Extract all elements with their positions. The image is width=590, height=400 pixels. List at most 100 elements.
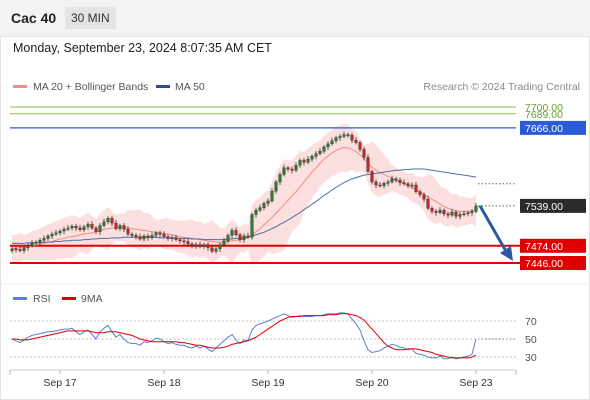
candle-body: [238, 234, 242, 240]
candle-body: [442, 210, 446, 215]
candle-body: [286, 167, 290, 170]
rsi-tick-30: 30: [525, 352, 537, 364]
candle-body: [86, 224, 90, 227]
bb-legend-label: MA 20 + Bollinger Bands: [33, 81, 148, 93]
candle-body: [282, 167, 286, 175]
candle-body: [378, 184, 382, 187]
level-label-7689.00: 7689.00: [525, 109, 563, 121]
candle-body: [226, 235, 230, 242]
x-tick-sep-20: Sep 20: [355, 377, 388, 389]
candle-body: [470, 211, 474, 213]
candle-body: [90, 224, 94, 229]
candle-body: [230, 230, 234, 236]
candle-body: [246, 235, 250, 238]
rsi-line: [11, 312, 477, 360]
candle-body: [434, 211, 438, 213]
title-bar: Cac 40 30 MIN: [0, 0, 590, 37]
candle-body: [422, 194, 426, 200]
forecast-arrow-shaft: [478, 205, 509, 254]
candle-body: [394, 178, 398, 181]
candle-body: [34, 241, 38, 244]
forecast-arrow-head: [500, 246, 513, 261]
candle-body: [82, 226, 86, 230]
candle-body: [418, 191, 422, 195]
candle-body: [450, 211, 454, 216]
candle-body: [322, 146, 326, 152]
candle-body: [138, 236, 142, 240]
candle-body: [298, 160, 302, 166]
bollinger-band-area: [12, 123, 476, 266]
ma50-legend-label: MA 50: [175, 81, 205, 93]
candle-body: [202, 244, 206, 247]
candle-body: [318, 151, 322, 154]
candle-body: [270, 190, 274, 202]
candle-body: [274, 181, 278, 192]
rsi-legend-label: RSI: [33, 293, 51, 305]
candle-body: [22, 247, 26, 251]
candle-body: [26, 245, 30, 248]
x-tick-sep-18: Sep 18: [147, 377, 180, 389]
candle-body: [314, 153, 318, 157]
candle-body: [198, 244, 202, 247]
candle-body: [370, 171, 374, 183]
candle-body: [30, 243, 34, 246]
candle-body: [114, 222, 118, 229]
candle-body: [46, 235, 50, 239]
candle-body: [454, 211, 458, 217]
candle-body: [354, 140, 358, 143]
candle-body: [350, 135, 354, 141]
candle-body: [362, 149, 366, 158]
candle-body: [222, 240, 226, 245]
symbol-title: Cac 40: [11, 10, 57, 26]
candle-body: [330, 140, 334, 145]
rsi-tick-70: 70: [525, 316, 537, 328]
candle-body: [206, 244, 210, 248]
candle-body: [290, 168, 294, 171]
level-tag-7446.00: [520, 256, 586, 270]
x-tick-sep-17: Sep 17: [43, 377, 76, 389]
candle-body: [150, 235, 154, 238]
candle-body: [102, 221, 106, 226]
credit-label: Research © 2024 Trading Central: [423, 81, 580, 93]
candle-body: [158, 232, 162, 235]
candle-body: [186, 241, 190, 245]
candle-body: [14, 248, 18, 251]
candle-body: [410, 184, 414, 187]
candle-body: [146, 235, 150, 238]
candle-body: [382, 183, 386, 186]
candle-body: [334, 137, 338, 141]
candle-body: [98, 225, 102, 232]
candle-body: [262, 203, 266, 208]
candle-body: [218, 244, 222, 250]
candle-body: [134, 235, 138, 237]
candle-body: [122, 225, 126, 230]
candle-body: [210, 247, 214, 252]
ma9-legend-swatch: [62, 297, 76, 300]
datetime-label: Monday, September 23, 2024 8:07:35 AM CE…: [13, 41, 272, 55]
level-label-7700.00: 7700.00: [525, 102, 563, 114]
candle-body: [178, 239, 182, 242]
candle-body: [194, 244, 198, 246]
candle-body: [118, 225, 122, 229]
candle-body: [38, 240, 42, 243]
candle-body: [386, 181, 390, 184]
candle-body: [42, 238, 46, 241]
candle-body: [234, 230, 238, 235]
candle-body: [446, 213, 450, 216]
candle-body: [106, 218, 110, 223]
candle-body: [258, 207, 262, 211]
candle-body: [402, 182, 406, 184]
candle-body: [398, 179, 402, 183]
candle-body: [166, 236, 170, 239]
candle-body: [182, 240, 186, 243]
candle-body: [74, 225, 78, 229]
candle-body: [174, 237, 178, 240]
candle-body: [366, 157, 370, 172]
candle-body: [190, 243, 194, 246]
candle-body: [426, 198, 430, 209]
timeframe-badge[interactable]: 30 MIN: [65, 7, 116, 29]
x-tick-sep-23: Sep 23: [459, 377, 492, 389]
candle-body: [462, 213, 466, 216]
candle-body: [130, 233, 134, 236]
candle-body: [162, 233, 166, 237]
